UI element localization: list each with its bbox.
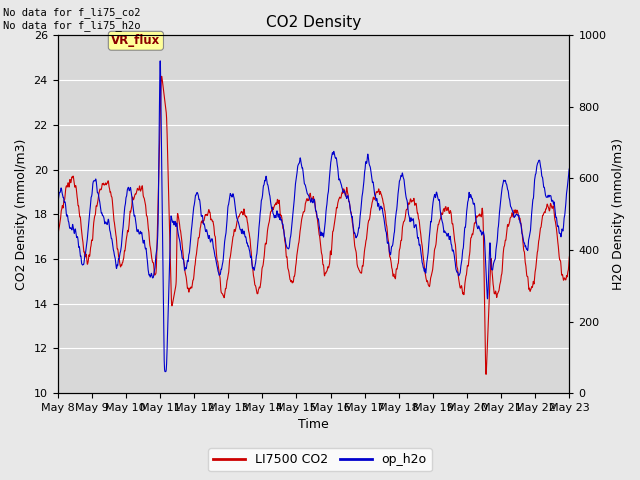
- LI7500 CO2: [566, 253, 573, 259]
- op_h2o: [556, 230, 564, 236]
- LI7500 CO2: [54, 239, 61, 244]
- op_h2o: [500, 179, 508, 184]
- LI7500 CO2: [158, 73, 166, 79]
- Legend: LI7500 CO2, op_h2o: LI7500 CO2, op_h2o: [209, 448, 431, 471]
- Y-axis label: H2O Density (mmol/m3): H2O Density (mmol/m3): [612, 138, 625, 290]
- Text: VR_flux: VR_flux: [111, 34, 161, 47]
- X-axis label: Time: Time: [298, 419, 329, 432]
- Title: CO2 Density: CO2 Density: [266, 15, 361, 30]
- op_h2o: [273, 212, 280, 217]
- op_h2o: [250, 267, 258, 273]
- LI7500 CO2: [500, 243, 508, 249]
- LI7500 CO2: [112, 232, 120, 238]
- Text: No data for f_li75_co2
No data for f_li75_h2o: No data for f_li75_co2 No data for f_li7…: [3, 7, 141, 31]
- LI7500 CO2: [250, 275, 258, 281]
- op_h2o: [161, 369, 169, 374]
- LI7500 CO2: [143, 211, 150, 217]
- Y-axis label: CO2 Density (mmol/m3): CO2 Density (mmol/m3): [15, 139, 28, 290]
- op_h2o: [566, 166, 573, 171]
- Line: LI7500 CO2: LI7500 CO2: [58, 76, 570, 374]
- op_h2o: [156, 58, 164, 64]
- Line: op_h2o: op_h2o: [58, 61, 570, 372]
- LI7500 CO2: [556, 257, 564, 263]
- op_h2o: [54, 200, 61, 206]
- LI7500 CO2: [273, 200, 280, 206]
- op_h2o: [112, 262, 120, 268]
- LI7500 CO2: [482, 372, 490, 377]
- op_h2o: [143, 247, 150, 253]
